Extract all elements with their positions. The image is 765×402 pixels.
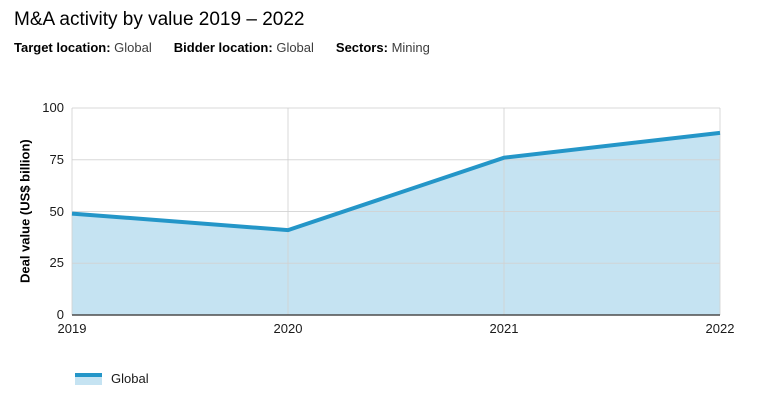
- filter-target-location: Target location: Global: [14, 40, 152, 55]
- filter-sectors: Sectors: Mining: [336, 40, 430, 55]
- y-tick-label: 50: [49, 203, 64, 219]
- x-tick-label: 2020: [273, 321, 303, 336]
- filter-value: Global: [276, 40, 314, 55]
- chart-title: M&A activity by value 2019 – 2022: [14, 9, 305, 30]
- legend-area-swatch-icon: [75, 372, 102, 385]
- filter-label: Target location:: [14, 40, 111, 55]
- legend-label: Global: [111, 371, 149, 386]
- legend-swatch-fill: [75, 376, 102, 385]
- filter-value: Global: [114, 40, 152, 55]
- x-tick-label: 2019: [57, 321, 87, 336]
- legend-swatch-line: [75, 372, 102, 377]
- y-tick-label: 0: [56, 307, 64, 322]
- y-tick-label: 25: [49, 255, 64, 271]
- y-tick-label: 100: [42, 100, 64, 115]
- filter-bidder-location: Bidder location: Global: [174, 40, 314, 55]
- filter-label: Sectors:: [335, 40, 388, 55]
- chart-legend: Global: [75, 371, 149, 386]
- area-fill: [72, 132, 720, 315]
- y-tick-label: 75: [49, 151, 64, 167]
- filter-bar: Target location: Global Bidder location:…: [14, 40, 430, 55]
- x-tick-label: 2021: [489, 321, 519, 336]
- x-tick-label: 2022: [705, 321, 735, 336]
- filter-value: Mining: [391, 40, 430, 55]
- filter-label: Bidder location:: [173, 40, 273, 55]
- area-chart-plot: 0 25 50 75 100 2019 2020 2021 2022: [42, 100, 734, 336]
- chart-svg: [71, 107, 721, 316]
- series-line-global: [71, 130, 721, 233]
